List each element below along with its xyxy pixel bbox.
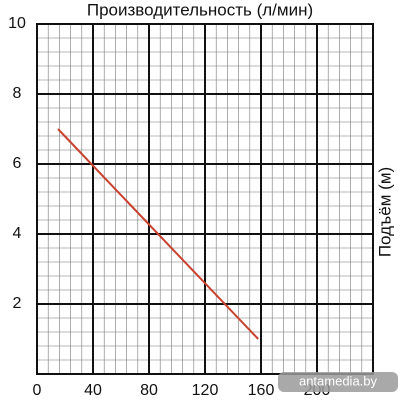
chart-title: Производительность (л/мин) <box>87 0 313 19</box>
x-tick-label: 120 <box>192 382 219 399</box>
y-tick-label: 4 <box>13 225 22 242</box>
y-axis-label: Подъём (м) <box>375 167 394 257</box>
watermark-box <box>278 372 398 392</box>
x-tick-label: 0 <box>33 382 42 399</box>
y-tick-label: 6 <box>13 155 22 172</box>
y-tick-label: 10 <box>8 15 26 32</box>
x-tick-label: 40 <box>84 382 102 399</box>
y-tick-label: 8 <box>13 85 22 102</box>
x-tick-label: 160 <box>248 382 275 399</box>
plot-frame <box>36 23 374 375</box>
data-line <box>57 128 259 340</box>
y-tick-label: 2 <box>13 295 22 312</box>
watermark: antamedia.by <box>278 372 398 392</box>
watermark-text: antamedia.by <box>299 373 378 388</box>
x-tick-label: 80 <box>140 382 158 399</box>
